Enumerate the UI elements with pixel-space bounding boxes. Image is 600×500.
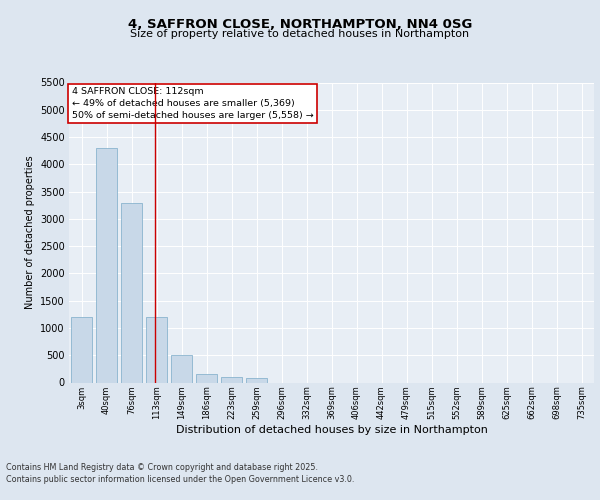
Text: 4 SAFFRON CLOSE: 112sqm
← 49% of detached houses are smaller (5,369)
50% of semi: 4 SAFFRON CLOSE: 112sqm ← 49% of detache…	[71, 87, 313, 120]
Bar	[96, 148, 117, 382]
Text: Contains public sector information licensed under the Open Government Licence v3: Contains public sector information licen…	[6, 475, 355, 484]
Bar	[221, 377, 242, 382]
Text: Size of property relative to detached houses in Northampton: Size of property relative to detached ho…	[130, 29, 470, 39]
Bar	[196, 374, 217, 382]
Text: 4, SAFFRON CLOSE, NORTHAMPTON, NN4 0SG: 4, SAFFRON CLOSE, NORTHAMPTON, NN4 0SG	[128, 18, 472, 30]
Text: Contains HM Land Registry data © Crown copyright and database right 2025.: Contains HM Land Registry data © Crown c…	[6, 464, 318, 472]
Y-axis label: Number of detached properties: Number of detached properties	[25, 156, 35, 310]
Bar	[121, 202, 142, 382]
Bar	[71, 317, 92, 382]
Bar	[146, 317, 167, 382]
Bar	[246, 378, 267, 382]
X-axis label: Distribution of detached houses by size in Northampton: Distribution of detached houses by size …	[176, 424, 487, 434]
Bar	[171, 355, 192, 382]
